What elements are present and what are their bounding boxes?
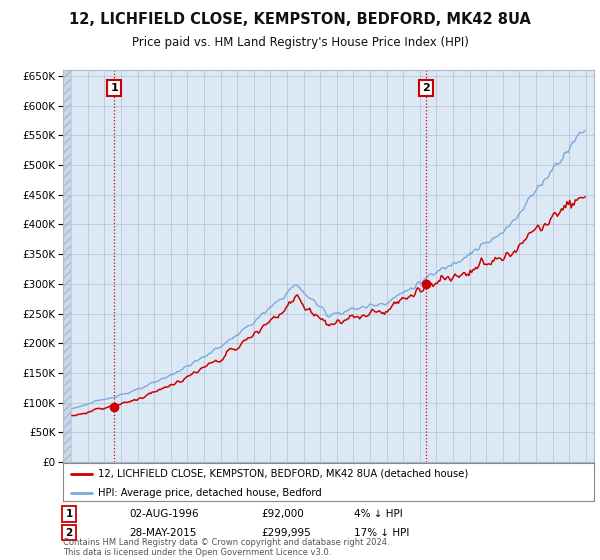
Text: £92,000: £92,000: [261, 509, 304, 519]
Text: HPI: Average price, detached house, Bedford: HPI: Average price, detached house, Bedf…: [98, 488, 321, 498]
Text: 12, LICHFIELD CLOSE, KEMPSTON, BEDFORD, MK42 8UA: 12, LICHFIELD CLOSE, KEMPSTON, BEDFORD, …: [69, 12, 531, 27]
Text: 2: 2: [422, 83, 430, 93]
Text: 1: 1: [110, 83, 118, 93]
Bar: [63, 70, 71, 462]
Text: 2: 2: [65, 528, 73, 538]
Text: 17% ↓ HPI: 17% ↓ HPI: [354, 528, 409, 538]
Text: £299,995: £299,995: [261, 528, 311, 538]
Text: 1: 1: [65, 509, 73, 519]
Text: 28-MAY-2015: 28-MAY-2015: [129, 528, 196, 538]
Text: 02-AUG-1996: 02-AUG-1996: [129, 509, 199, 519]
Text: Price paid vs. HM Land Registry's House Price Index (HPI): Price paid vs. HM Land Registry's House …: [131, 36, 469, 49]
Text: 12, LICHFIELD CLOSE, KEMPSTON, BEDFORD, MK42 8UA (detached house): 12, LICHFIELD CLOSE, KEMPSTON, BEDFORD, …: [98, 469, 468, 479]
Text: 4% ↓ HPI: 4% ↓ HPI: [354, 509, 403, 519]
Text: Contains HM Land Registry data © Crown copyright and database right 2024.
This d: Contains HM Land Registry data © Crown c…: [63, 538, 389, 557]
